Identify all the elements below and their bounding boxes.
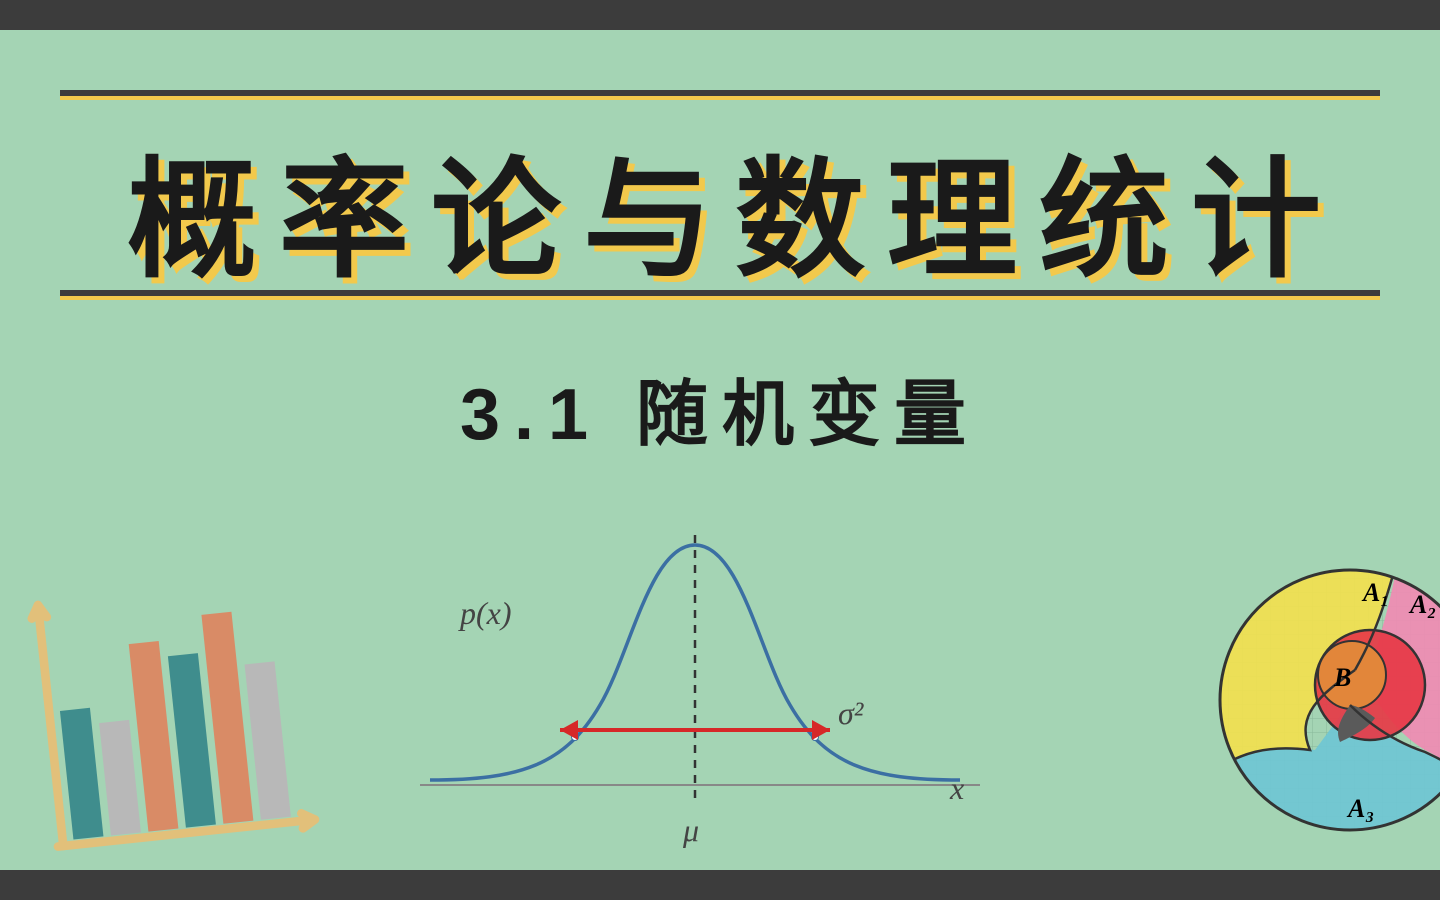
label-a3: A₃ [1348, 794, 1374, 824]
label-x: x [950, 770, 964, 807]
rule-top [60, 90, 1380, 100]
subtitle: 3.1 随机变量 [0, 355, 1440, 460]
slide-page: 概率论与数理统计 概率论与数理统计 3.1 随机变量 p(x) σ² x μ A… [0, 0, 1440, 900]
bar-chart [16, 565, 344, 875]
label-mu: μ [683, 812, 699, 849]
bell-curve: p(x) σ² x μ [400, 505, 1000, 855]
label-sigma-squared: σ² [838, 695, 863, 732]
venn-diagram: A₁ A₂ A₃ B [1200, 550, 1440, 850]
title-wrap: 概率论与数理统计 概率论与数理统计 [0, 115, 1440, 303]
page-title: 概率论与数理统计 [30, 115, 1440, 303]
label-b: B [1334, 663, 1351, 693]
top-bar [0, 0, 1440, 30]
label-a2: A₂ [1410, 590, 1436, 620]
label-a1: A₁ [1363, 578, 1389, 608]
bottom-bar [0, 870, 1440, 900]
label-p-of-x: p(x) [460, 595, 512, 632]
